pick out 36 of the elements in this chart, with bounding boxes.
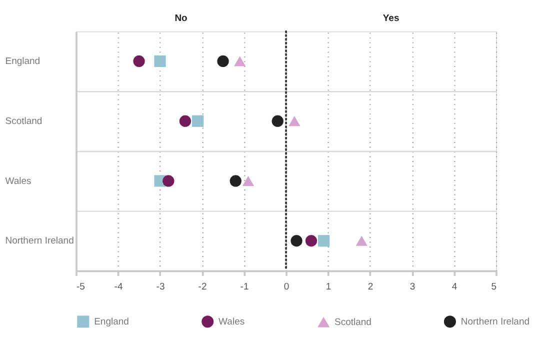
point	[288, 116, 300, 126]
point	[217, 55, 229, 68]
point	[272, 115, 284, 127]
x-tick-label: 3	[410, 281, 416, 292]
point	[162, 175, 174, 187]
x-tick-label: 2	[368, 281, 374, 292]
legend-label: Scotland	[334, 316, 372, 328]
point	[179, 115, 192, 127]
x-tick-label: 0	[284, 281, 290, 292]
y-tick-label: England	[5, 56, 40, 68]
point	[234, 56, 246, 66]
point	[154, 55, 166, 68]
x-tick-label: -5	[76, 281, 85, 292]
x-tick-label: -1	[240, 281, 249, 292]
y-tick-label: Scotland	[5, 116, 42, 127]
y-tick-label: Northern Ireland	[5, 236, 74, 247]
point	[290, 235, 302, 247]
point	[356, 236, 368, 246]
point	[230, 175, 242, 187]
x-tick-label: -3	[156, 281, 165, 292]
legend-label: England	[94, 316, 129, 328]
point	[305, 235, 318, 247]
legend-label: Northern Ireland	[460, 316, 530, 328]
text: Yes	[382, 12, 400, 24]
x-tick-label: 5	[491, 281, 497, 292]
x-tick-label: -4	[114, 281, 123, 292]
y-tick-label: Wales	[5, 176, 32, 187]
point	[242, 176, 254, 186]
x-tick-label: 1	[326, 281, 332, 292]
text: No	[174, 12, 188, 24]
point	[192, 115, 204, 127]
x-tick-label: -2	[198, 281, 207, 292]
point	[133, 55, 145, 68]
legend-label: Wales	[218, 316, 245, 328]
x-tick-label: 4	[452, 281, 458, 292]
point	[318, 235, 330, 247]
